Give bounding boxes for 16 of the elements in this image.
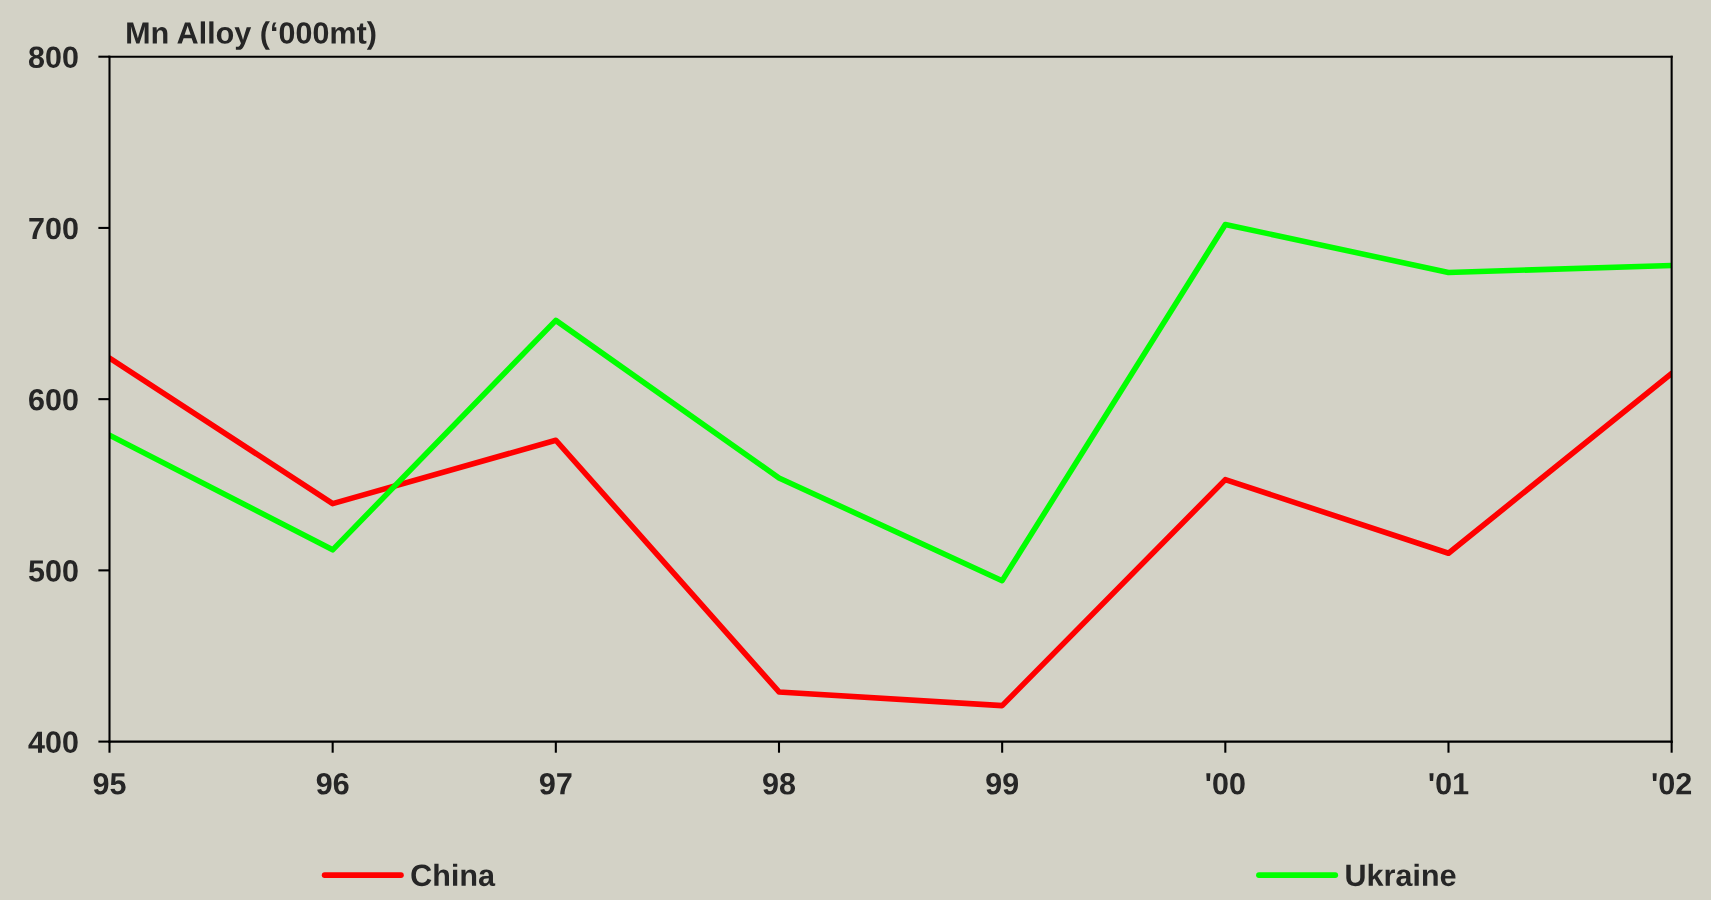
x-tick-label: 97	[539, 772, 572, 795]
legend-label: China	[411, 863, 496, 887]
x-tick-label: '00	[1206, 772, 1245, 795]
y-tick-label: 800	[28, 46, 78, 69]
x-tick-label: 99	[986, 772, 1019, 795]
x-tick-label: 95	[93, 772, 126, 795]
legend-label: Ukraine	[1346, 863, 1456, 887]
x-tick-label: 96	[316, 772, 349, 795]
y-tick-label: 700	[29, 217, 78, 240]
y-tick-label: 400	[28, 731, 78, 753]
y-tick-label: 600	[29, 388, 78, 411]
x-tick-label: '01	[1429, 772, 1469, 795]
x-tick-label: '02	[1652, 772, 1692, 795]
x-tick-label: 98	[763, 772, 796, 795]
y-tick-label: 500	[28, 560, 78, 582]
y-axis-title: Mn Alloy (‘000mt)	[127, 21, 376, 50]
